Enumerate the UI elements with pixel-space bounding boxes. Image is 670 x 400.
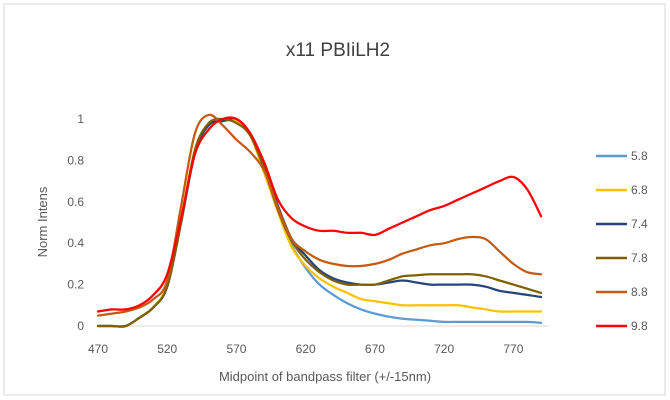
y-tick-label: 1 (77, 112, 84, 126)
chart-area-border (3, 3, 666, 396)
legend-label: 7.4 (631, 217, 648, 231)
chart-title: x11 PBIiLH2 (286, 40, 390, 61)
y-tick-label: 0 (77, 319, 84, 333)
series-line-7-8 (96, 117, 543, 328)
x-axis-title: Midpoint of bandpass filter (+/-15nm) (219, 369, 431, 384)
y-tick-label: 0.2 (67, 278, 84, 292)
legend: 5.8 6.8 7.4 7.8 8.8 9.8 (596, 149, 648, 333)
x-tick-label: 720 (434, 342, 454, 356)
series-lines (96, 113, 543, 328)
y-axis-title: Norm Intens (35, 186, 50, 257)
y-tick-label: 0.4 (67, 236, 84, 250)
y-axis-ticks: 0 0.2 0.4 0.6 0.8 1 (67, 112, 84, 333)
x-tick-label: 470 (88, 342, 108, 356)
legend-label: 7.8 (631, 251, 648, 265)
legend-label: 5.8 (631, 149, 648, 163)
x-tick-label: 670 (365, 342, 385, 356)
y-tick-label: 0.6 (67, 195, 84, 209)
x-tick-label: 770 (503, 342, 523, 356)
series-line-9-8 (96, 116, 543, 313)
legend-label: 8.8 (631, 285, 648, 299)
x-tick-label: 570 (226, 342, 246, 356)
x-tick-label: 520 (157, 342, 177, 356)
y-tick-label: 0.8 (67, 153, 84, 167)
x-axis-ticks: 470 520 570 620 670 720 770 (88, 342, 524, 356)
legend-label: 6.8 (631, 183, 648, 197)
legend-label: 9.8 (631, 319, 648, 333)
x-tick-label: 620 (296, 342, 316, 356)
